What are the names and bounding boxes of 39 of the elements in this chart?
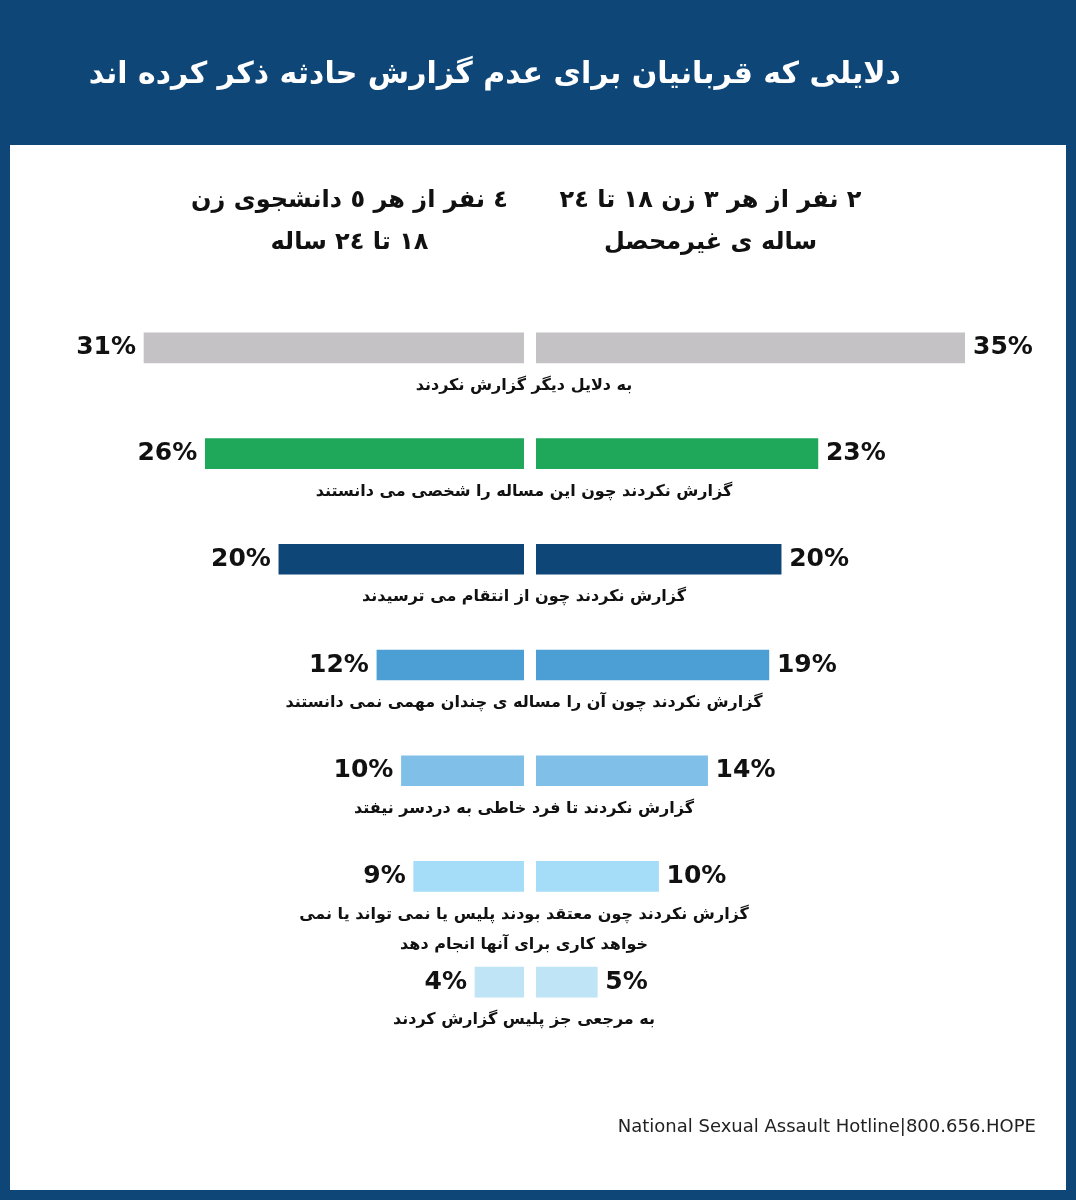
bar	[413, 861, 524, 892]
text: National Sexual Assault Hotline|800.656.HOPE	[617, 1115, 1036, 1136]
bar	[536, 543, 782, 575]
bar	[536, 332, 965, 364]
bar	[536, 755, 708, 787]
category-label: گزارش نکردند تا فرد خاطی به دردسر نیفتد	[353, 797, 695, 817]
chart-title: دلایلی که قربانیان برای عدم گزارش حادثه ذکر کرده اند	[87, 54, 902, 93]
bar	[536, 966, 598, 998]
data-label: 5%	[605, 965, 648, 995]
bar	[143, 332, 524, 364]
category-label: گزارش نکردند چون معتقد بودند پلیس یا نمی تواند یا نمی خواهد کاری برای آنها انجام دهد	[299, 903, 749, 953]
data-label: 23%	[825, 437, 886, 467]
category-label: به دلایل دیگر گزارش نکردند	[415, 375, 633, 395]
data-label: 10%	[666, 859, 727, 889]
category-label: گزارش نکردند چون از انتقام می ترسیدند	[361, 586, 687, 606]
bar	[401, 755, 524, 787]
text: ٤ نفر از هر ٥ دانشجوی زن ١٨ تا ٢٤ ساله	[191, 185, 508, 255]
bar	[536, 649, 770, 681]
data-label: 4%	[424, 965, 467, 995]
data-label: 19%	[776, 648, 837, 678]
data-label: 14%	[715, 754, 776, 784]
bar	[536, 861, 659, 892]
data-label: 35%	[973, 331, 1033, 361]
data-label: 31%	[76, 331, 137, 361]
category-label: گزارش نکردند چون آن را مساله ی چندان مهمی نمی دانستند	[285, 692, 763, 712]
bar	[376, 649, 524, 681]
data-label: 20%	[789, 542, 849, 572]
data-label: 20%	[211, 542, 271, 572]
data-label: 9%	[363, 859, 406, 889]
category-label: به مرجعی جز پلیس گزارش کردند	[392, 1009, 656, 1029]
data-label: 10%	[333, 754, 394, 784]
data-label: 26%	[137, 437, 198, 467]
bar	[278, 543, 524, 575]
bar	[204, 438, 524, 469]
data-label: 12%	[309, 648, 369, 678]
text: ٢ نفر از هر ٣ زن ١٨ تا ٢٤ ساله ی غیرمحصل	[559, 185, 862, 255]
bar	[474, 966, 524, 998]
category-label: گزارش نکردند چون این مساله را شخصی می دانستند	[315, 480, 733, 500]
bar	[536, 438, 819, 469]
